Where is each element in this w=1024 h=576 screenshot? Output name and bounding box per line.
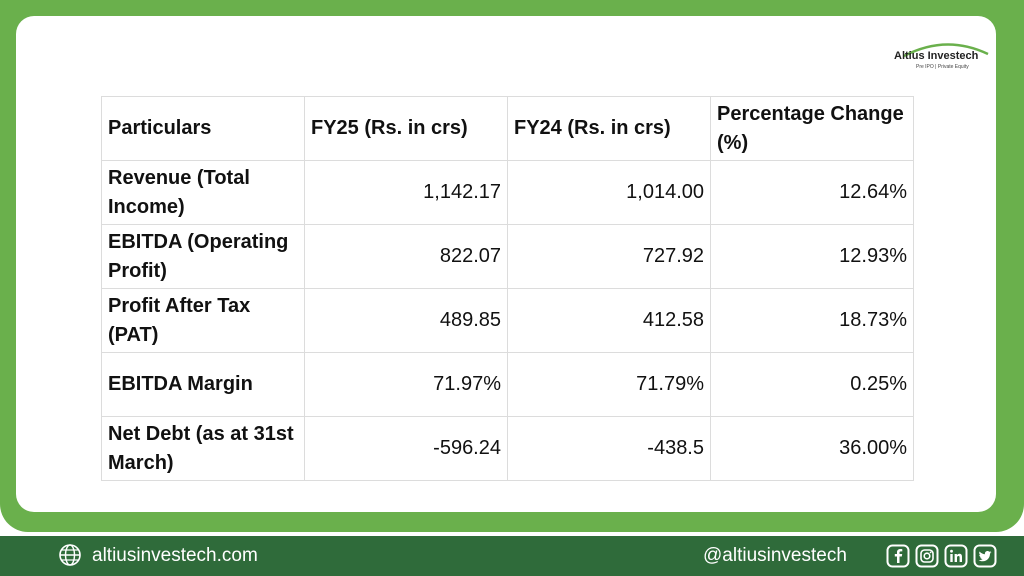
table-row: Revenue (Total Income) 1,142.17 1,014.00… — [101, 160, 914, 225]
change-value: 36.00% — [710, 416, 914, 481]
row-label: EBITDA (Operating Profit) — [101, 224, 305, 289]
brand-tagline: Pre IPO | Private Equity — [916, 64, 969, 70]
change-value: 12.64% — [710, 160, 914, 225]
table-header-row: Particulars FY25 (Rs. in crs) FY24 (Rs. … — [101, 96, 914, 161]
header-fy24: FY24 (Rs. in crs) — [507, 96, 711, 161]
table-row: EBITDA (Operating Profit) 822.07 727.92 … — [101, 224, 914, 289]
fy25-value: -596.24 — [304, 416, 508, 481]
social-handle[interactable]: @altiusinvestech — [703, 545, 847, 566]
instagram-icon[interactable] — [915, 544, 939, 568]
financials-table: Particulars FY25 (Rs. in crs) FY24 (Rs. … — [101, 96, 914, 481]
fy24-value: 71.79% — [507, 352, 711, 417]
facebook-icon[interactable] — [886, 544, 910, 568]
header-particulars: Particulars — [101, 96, 305, 161]
footer-bar: altiusinvestech.com @altiusinvestech — [0, 536, 1024, 576]
row-label: Revenue (Total Income) — [101, 160, 305, 225]
row-label: EBITDA Margin — [101, 352, 305, 417]
table-row: EBITDA Margin 71.97% 71.79% 0.25% — [101, 352, 914, 417]
table-row: Profit After Tax (PAT) 489.85 412.58 18.… — [101, 288, 914, 353]
row-label: Profit After Tax (PAT) — [101, 288, 305, 353]
fy24-value: -438.5 — [507, 416, 711, 481]
brand-name: Altius Investech — [894, 50, 979, 62]
fy24-value: 727.92 — [507, 224, 711, 289]
fy24-value: 1,014.00 — [507, 160, 711, 225]
header-fy25: FY25 (Rs. in crs) — [304, 96, 508, 161]
fy25-value: 1,142.17 — [304, 160, 508, 225]
twitter-icon[interactable] — [973, 544, 997, 568]
fy25-value: 489.85 — [304, 288, 508, 353]
linkedin-icon[interactable] — [944, 544, 968, 568]
table-row: Net Debt (as at 31st March) -596.24 -438… — [101, 416, 914, 481]
fy25-value: 822.07 — [304, 224, 508, 289]
logo-arc-icon — [903, 43, 989, 58]
globe-icon — [59, 544, 81, 566]
change-value: 12.93% — [710, 224, 914, 289]
website-link[interactable]: altiusinvestech.com — [92, 545, 258, 566]
header-percentage-change: Percentage Change (%) — [710, 96, 914, 161]
change-value: 0.25% — [710, 352, 914, 417]
change-value: 18.73% — [710, 288, 914, 353]
fy25-value: 71.97% — [304, 352, 508, 417]
row-label: Net Debt (as at 31st March) — [101, 416, 305, 481]
brand-logo: Altius Investech Pre IPO | Private Equit… — [888, 40, 989, 74]
fy24-value: 412.58 — [507, 288, 711, 353]
